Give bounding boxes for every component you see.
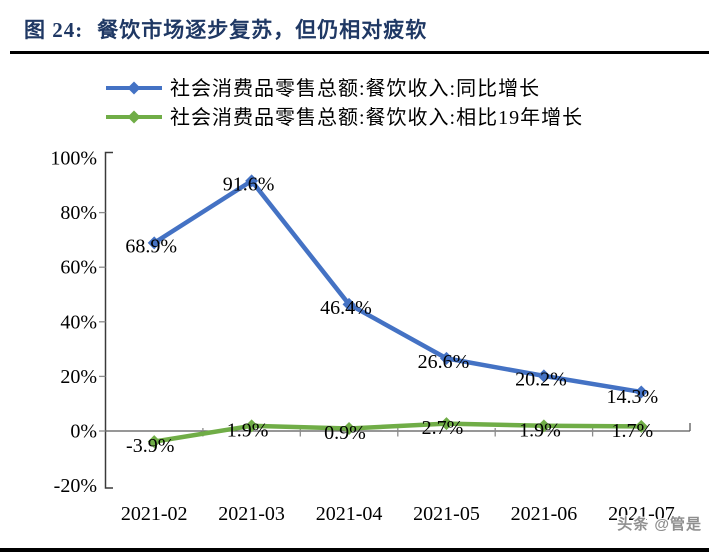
data-point-marker — [439, 417, 453, 431]
data-point-marker — [634, 385, 648, 399]
data-label: 14.3% — [606, 386, 658, 408]
data-label: 20.2% — [515, 368, 567, 390]
data-point-marker — [342, 297, 356, 311]
x-tick-label: 2021-04 — [316, 503, 383, 525]
data-point-marker — [537, 369, 551, 383]
diamond-marker-icon — [127, 110, 141, 124]
data-point-marker — [342, 422, 356, 436]
y-axis-line — [104, 151, 113, 489]
y-tick-label: 100% — [50, 148, 97, 170]
x-axis: 2021-02 2021-03 2021-04 2021-05 2021-06 … — [105, 423, 691, 525]
data-label: -3.9% — [126, 435, 174, 457]
marker-layer-yoy — [147, 174, 648, 399]
legend-item-yoy: 社会消费品零售总额:餐饮收入:同比增长 — [106, 77, 540, 100]
y-tick-label: 80% — [60, 202, 97, 224]
data-label: 46.4% — [320, 297, 372, 319]
legend-item-vs19: 社会消费品零售总额:餐饮收入:相比19年增长 — [106, 106, 583, 129]
x-tick-label: 2021-02 — [121, 503, 188, 525]
figure-title-text: 餐饮市场逐步复苏，但仍相对疲软 — [97, 18, 428, 42]
series-line-vs19 — [153, 421, 642, 444]
data-point-marker — [147, 435, 161, 449]
y-axis: 100% 80% 60% 40% 20% 0% -20% — [50, 148, 113, 497]
figure-title: 图 24: 餐饮市场逐步复苏，但仍相对疲软 — [24, 14, 427, 44]
data-label: 1.7% — [611, 420, 653, 442]
x-tick-label: 2021-06 — [511, 503, 578, 525]
data-point-marker — [245, 419, 259, 433]
data-point-marker — [634, 419, 648, 433]
data-point-marker — [537, 419, 551, 433]
y-tick-label: 40% — [60, 311, 97, 333]
diamond-marker-icon — [127, 81, 141, 95]
data-label: 0.9% — [324, 422, 366, 444]
data-label: 2.7% — [422, 417, 464, 439]
data-label: 1.9% — [519, 419, 561, 441]
data-label: 1.9% — [227, 419, 269, 441]
y-tick-label: 20% — [60, 366, 97, 388]
y-tick-label: 0% — [70, 421, 97, 443]
legend: 社会消费品零售总额:餐饮收入:同比增长 社会消费品零售总额:餐饮收入:相比19年… — [106, 77, 583, 129]
legend-label-yoy: 社会消费品零售总额:餐饮收入:同比增长 — [170, 77, 540, 100]
marker-layer-vs19 — [147, 417, 648, 449]
x-tick-label: 2021-07 — [608, 503, 675, 525]
y-tick-label: -20% — [54, 475, 97, 497]
figure-number: 图 24: — [24, 18, 84, 42]
legend-label-vs19: 社会消费品零售总额:餐饮收入:相比19年增长 — [170, 106, 583, 129]
bottom-rule — [0, 548, 709, 552]
y-tick-label: 60% — [60, 257, 97, 279]
x-tick-label: 2021-05 — [413, 503, 480, 525]
data-point-marker — [147, 236, 161, 250]
data-label: 68.9% — [125, 235, 177, 257]
data-label-layer: 68.9% 91.6% 46.4% 26.6% 20.2% 14.3% -3.9% 1.9% 0… — [125, 173, 658, 457]
watermark: 头条 @管是 — [617, 516, 702, 533]
title-separator — [10, 51, 709, 54]
data-point-marker — [245, 174, 259, 188]
data-label: 91.6% — [223, 173, 275, 195]
data-point-marker — [439, 351, 453, 365]
data-label: 26.6% — [418, 351, 470, 373]
series-line-yoy — [152, 178, 642, 395]
x-tick-label: 2021-03 — [218, 503, 285, 525]
